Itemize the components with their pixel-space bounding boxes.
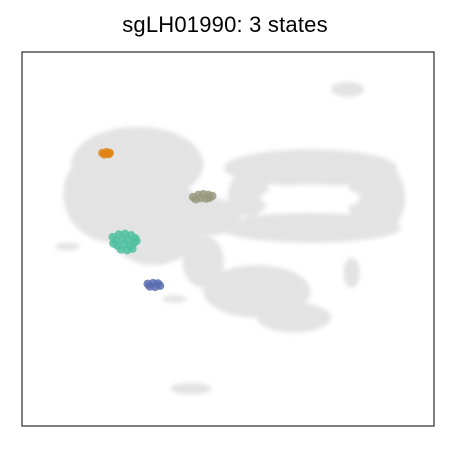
state-point [128,244,137,253]
highlighted-states [98,148,217,292]
plot-area [22,52,434,426]
background-cells [54,81,406,395]
state-point [116,245,126,254]
state-point [191,195,201,204]
background-region-bottom-island [170,382,212,395]
background-region-top-right-loop [331,81,364,97]
background-region-left-small-island [54,242,80,251]
background-region-right-small-streak [343,257,360,288]
series-2 [108,229,141,255]
series-0 [98,148,114,159]
background-region-ring-left [228,171,270,217]
background-region-lower-arm-tail [256,302,332,333]
series-3 [143,278,165,292]
background-region-small-lower-island [162,295,187,303]
background-region-ring-bottom [219,212,402,243]
series-1 [188,189,217,204]
state-point [109,239,118,248]
state-point [155,281,165,290]
chart-title: sgLH01990: 3 states [122,12,328,37]
state-point [132,236,141,246]
state-point [104,149,113,159]
background-ring-hollow [260,184,360,211]
background-region-lower-stem [182,235,224,288]
plot-frame [21,51,435,427]
state-point [205,193,214,203]
